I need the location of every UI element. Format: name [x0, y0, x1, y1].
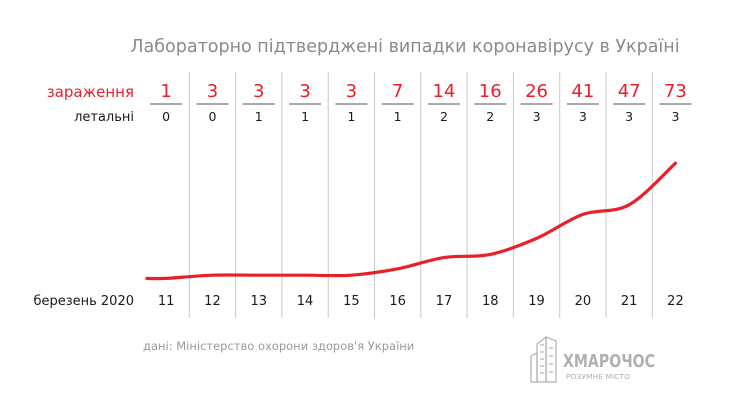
x-tick-label: 22	[667, 294, 684, 309]
deaths-value-label: 2	[486, 109, 494, 124]
infections-values: 1 3 3 3 3 7 14 16 26 41 47 73	[160, 81, 686, 102]
deaths-value-label: 3	[533, 109, 541, 124]
infections-value-label: 7	[392, 81, 403, 102]
logo-tagline: РОЗУМНЕ МІСТО	[566, 373, 631, 381]
infections-value-label: 3	[207, 81, 218, 102]
deaths-value-label: 1	[394, 109, 402, 124]
infections-value-label: 3	[299, 81, 310, 102]
x-tick-label: 19	[528, 294, 545, 309]
x-tick-label: 17	[436, 294, 453, 309]
x-tick-label: 21	[621, 294, 638, 309]
legend-infections-label: зараження	[47, 83, 134, 101]
deaths-value-label: 2	[440, 109, 448, 124]
x-tick-label: 14	[297, 294, 314, 309]
deaths-value-label: 1	[347, 109, 355, 124]
infections-value-label: 41	[571, 81, 594, 102]
deaths-value-label: 0	[162, 109, 170, 124]
chart-title: Лабораторно підтверджені випадки коронав…	[130, 37, 679, 57]
x-tick-label: 15	[343, 294, 360, 309]
x-tick-label: 13	[250, 294, 267, 309]
infections-value-label: 16	[479, 81, 502, 102]
infections-value-label: 47	[618, 81, 641, 102]
deaths-values: 0 0 1 1 1 1 2 2 3 3 3 3	[162, 109, 679, 124]
infections-value-label: 3	[253, 81, 264, 102]
logo-name: ХМАРОЧОС	[563, 351, 655, 372]
infections-value-label: 73	[664, 81, 687, 102]
legend-deaths-label: летальні	[74, 110, 134, 125]
deaths-value-label: 1	[301, 109, 309, 124]
deaths-value-label: 1	[255, 109, 263, 124]
x-tick-label: 20	[575, 294, 592, 309]
deaths-value-label: 3	[671, 109, 679, 124]
infections-series-line	[145, 161, 678, 281]
x-tick-label: 11	[158, 294, 175, 309]
source-note: дані: Міністерство охорони здоров'я Укра…	[143, 339, 414, 353]
deaths-value-label: 0	[208, 109, 216, 124]
x-axis-label: березень 2020	[33, 294, 134, 309]
x-tick-label: 18	[482, 294, 499, 309]
infections-value-label: 1	[160, 81, 171, 102]
infections-value-label: 26	[525, 81, 548, 102]
logo: ХМАРОЧОС РОЗУМНЕ МІСТО	[530, 335, 655, 383]
infections-value-label: 14	[432, 81, 455, 102]
x-tick-labels: 11 12 13 14 15 16 17 18 19 20 21 22	[158, 294, 684, 309]
x-tick-label: 16	[389, 294, 406, 309]
deaths-value-label: 3	[579, 109, 587, 124]
deaths-value-label: 3	[625, 109, 633, 124]
column-grid	[188, 72, 653, 318]
skyscraper-icon	[530, 335, 557, 383]
infections-value-label: 3	[346, 81, 357, 102]
x-tick-label: 12	[204, 294, 221, 309]
